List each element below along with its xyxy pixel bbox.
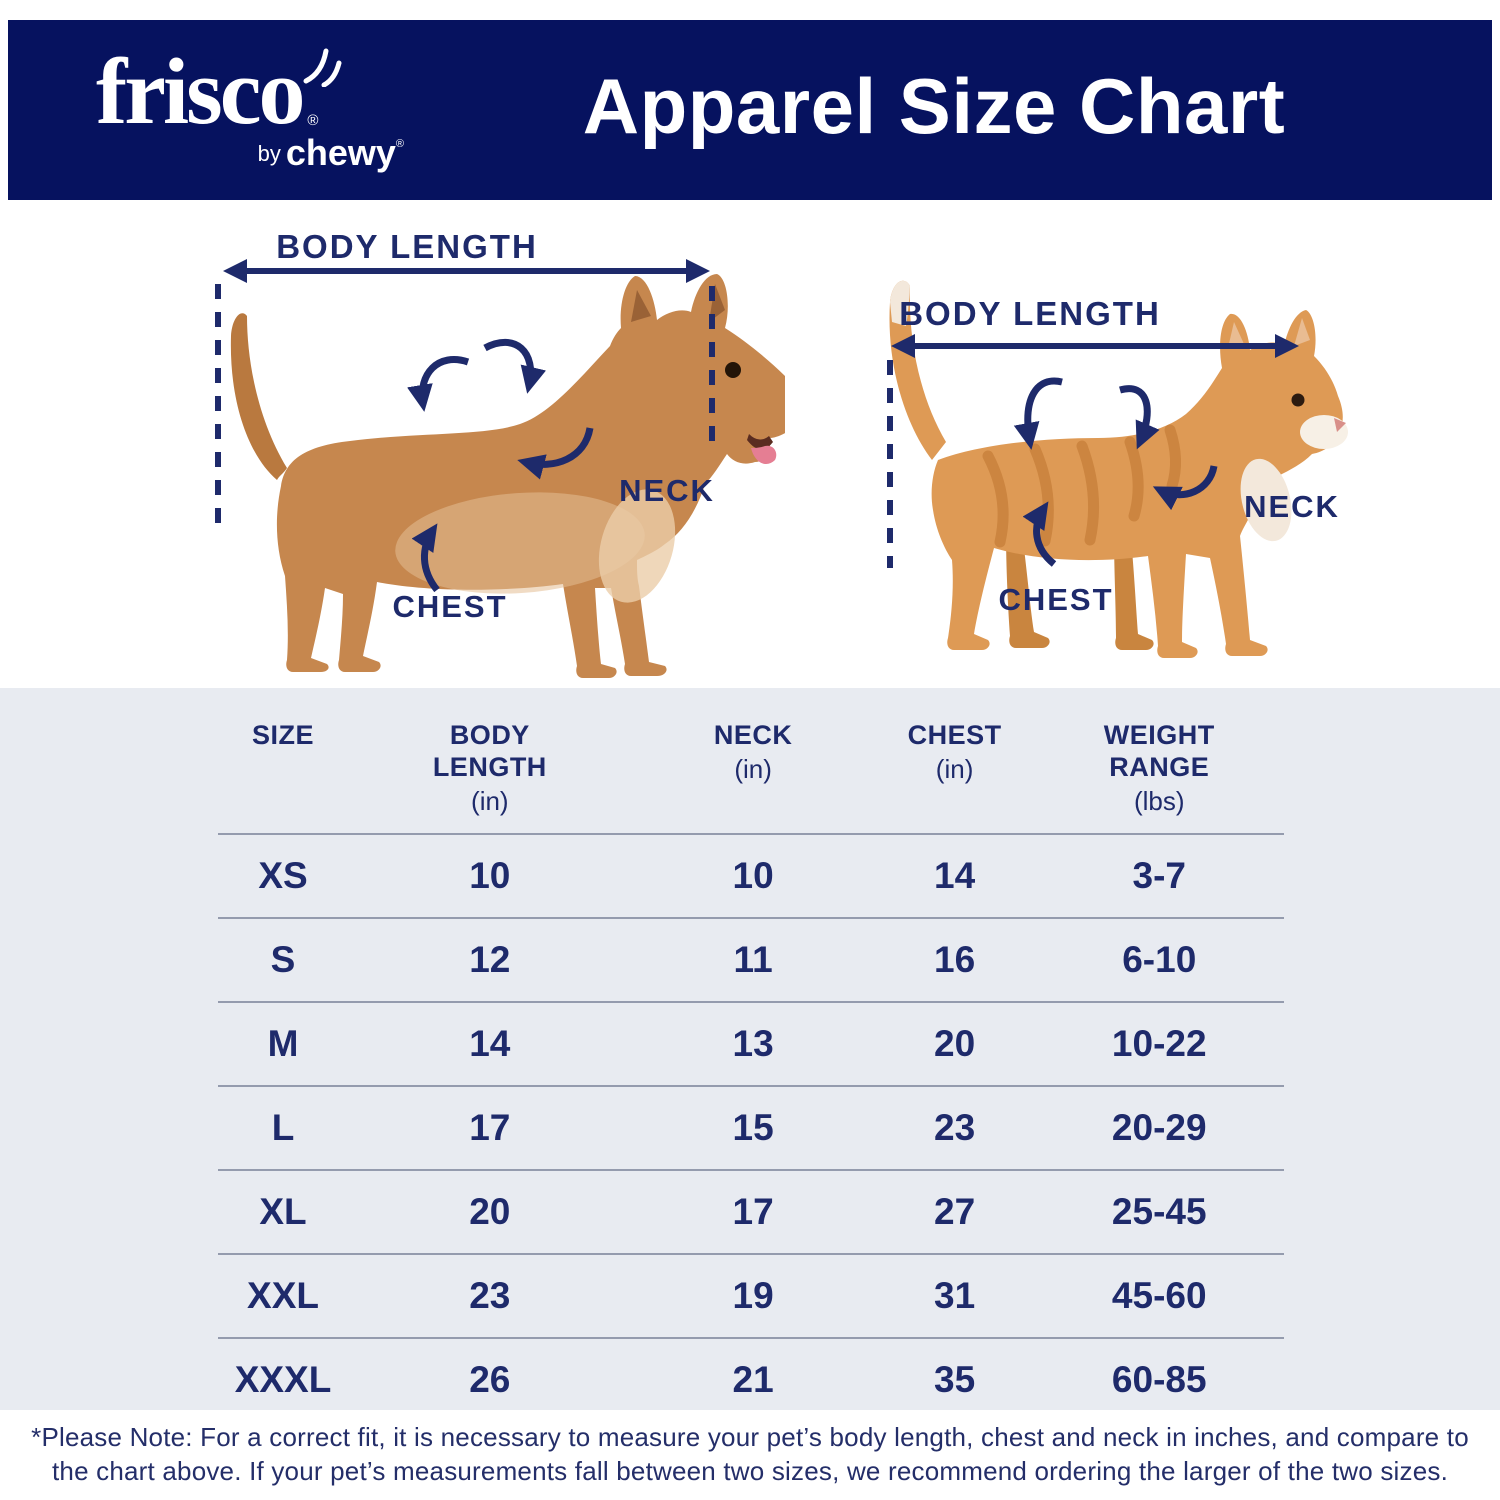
measurement-diagrams: BODY LENGTH NECK CHEST — [0, 200, 1500, 688]
size-cell: XXL — [247, 1274, 319, 1316]
value-cell: 10-22 — [1111, 1022, 1207, 1064]
cat-illustration — [889, 280, 1348, 658]
logo-byline: by chewy® — [96, 135, 406, 171]
size-cell: S — [270, 938, 296, 980]
table-row: XL 20 17 27 25-45 — [218, 1168, 1284, 1253]
value-cell: 26 — [469, 1358, 511, 1400]
cat-chest-arrow-icon — [1022, 501, 1057, 567]
size-cell: XS — [258, 854, 308, 896]
dog-girth-arrow-right-icon — [483, 339, 546, 394]
value-cell: 60-85 — [1111, 1358, 1207, 1400]
cat-body-length-arrow — [891, 334, 1299, 358]
value-cell: 10 — [732, 854, 774, 896]
size-cell: L — [271, 1106, 295, 1148]
table-row: XXXL 26 21 35 60-85 — [218, 1336, 1284, 1421]
table-row: L 17 15 23 20-29 — [218, 1084, 1284, 1169]
dog-girth-arrow-left-icon — [407, 356, 470, 412]
size-table: SIZE BODY LENGTH (in) NECK (in) CHEST (i… — [0, 688, 1500, 1410]
value-cell: 14 — [934, 854, 976, 896]
frisco-logo: frisco ® by chewy® — [96, 45, 406, 171]
value-cell: 20 — [934, 1022, 976, 1064]
value-cell: 14 — [469, 1022, 511, 1064]
cat-figure: BODY LENGTH NECK CHEST — [830, 218, 1390, 683]
column-header-body-length: BODY LENGTH (in) — [432, 720, 547, 816]
value-cell: 11 — [733, 938, 773, 980]
value-cell: 23 — [469, 1274, 511, 1316]
table-row: M 14 13 20 10-22 — [218, 1000, 1284, 1085]
value-cell: 12 — [469, 938, 511, 980]
logo-flourish-icon — [300, 41, 342, 92]
table-header: SIZE BODY LENGTH (in) NECK (in) CHEST (i… — [218, 688, 1284, 835]
table-row: XS 10 10 14 3-7 — [218, 835, 1284, 917]
value-cell: 20-29 — [1111, 1106, 1207, 1148]
value-cell: 17 — [469, 1106, 511, 1148]
dog-body-length-arrow — [223, 259, 710, 283]
value-cell: 21 — [732, 1358, 774, 1400]
cat-chest-label: CHEST — [998, 582, 1113, 617]
footnote: *Please Note: For a correct fit, it is n… — [0, 1410, 1500, 1500]
column-header-size: SIZE — [252, 720, 315, 750]
page-title: Apparel Size Chart — [582, 61, 1286, 150]
chewy-registered-mark: ® — [395, 138, 404, 151]
cat-body-length-label: BODY LENGTH — [899, 295, 1161, 332]
dog-body-length-label: BODY LENGTH — [276, 228, 538, 265]
table-row: S 12 11 16 6-10 — [218, 916, 1284, 1001]
value-cell: 23 — [934, 1106, 976, 1148]
value-cell: 27 — [934, 1190, 976, 1232]
size-cell: XL — [259, 1190, 307, 1232]
value-cell: 19 — [732, 1274, 774, 1316]
value-cell: 3-7 — [1132, 854, 1186, 896]
value-cell: 6-10 — [1122, 938, 1197, 980]
column-header-neck: NECK (in) — [713, 720, 793, 784]
value-cell: 16 — [934, 938, 976, 980]
dog-illustration — [230, 274, 818, 678]
frisco-wordmark: frisco — [96, 39, 305, 144]
chewy-wordmark: chewy — [285, 132, 396, 174]
value-cell: 20 — [469, 1190, 511, 1232]
value-cell: 10 — [469, 854, 511, 896]
dog-neck-label: NECK — [619, 473, 715, 508]
value-cell: 15 — [732, 1106, 774, 1148]
cat-girth-arrow-right-icon — [1119, 385, 1160, 450]
value-cell: 45-60 — [1111, 1274, 1207, 1316]
size-cell: XXXL — [234, 1358, 332, 1400]
column-header-chest: CHEST (in) — [907, 720, 1002, 784]
dog-chest-arrow-icon — [411, 523, 440, 593]
value-cell: 31 — [934, 1274, 976, 1316]
dog-chest-label: CHEST — [392, 589, 507, 624]
value-cell: 35 — [934, 1358, 976, 1400]
table-body: XS 10 10 14 3-7 S 12 11 16 6-10 M 14 13 20 10-22 L 17 15 2… — [218, 835, 1284, 1421]
table-row: XXL 23 19 31 45-60 — [218, 1252, 1284, 1337]
byline-by: by — [257, 141, 281, 167]
cat-girth-arrow-left-icon — [1013, 377, 1063, 450]
value-cell: 25-45 — [1111, 1190, 1207, 1232]
frisco-registered-mark: ® — [307, 112, 319, 130]
column-header-weight-range: WEIGHT RANGE (lbs) — [1103, 720, 1215, 816]
cat-neck-arrow-icon — [1152, 465, 1218, 511]
value-cell: 17 — [732, 1190, 774, 1232]
dog-neck-arrow-icon — [517, 427, 594, 480]
header-banner: frisco ® by chewy® Apparel Size Chart — [8, 20, 1492, 200]
value-cell: 13 — [732, 1022, 774, 1064]
size-cell: M — [267, 1022, 299, 1064]
cat-neck-label: NECK — [1244, 489, 1340, 524]
footnote-text: *Please Note: For a correct fit, it is n… — [31, 1422, 1469, 1486]
dog-figure: BODY LENGTH NECK CHEST — [185, 218, 818, 693]
